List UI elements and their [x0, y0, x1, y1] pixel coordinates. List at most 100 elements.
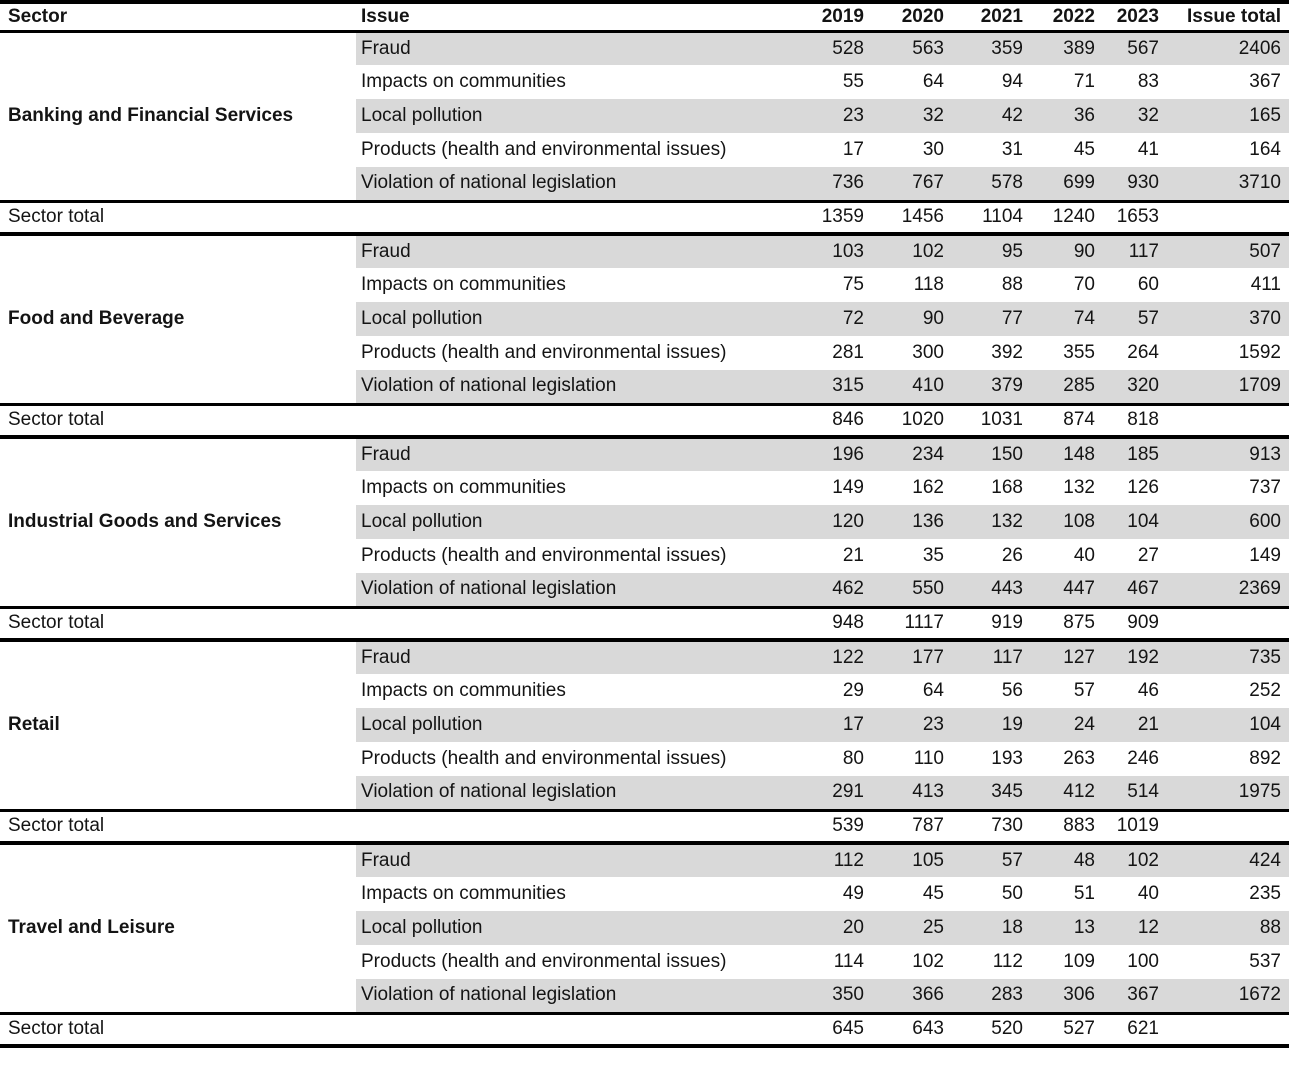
sector-total-label: Sector total [8, 409, 105, 431]
year-value-cell: 462 [780, 573, 866, 607]
year-value-cell: 23 [780, 99, 866, 133]
year-value-cell: 49 [842, 883, 864, 904]
sector-total-value: 818 [1127, 409, 1159, 431]
issue-row: Products (health and environmental issue… [0, 945, 1289, 979]
issue-total-cell: 1672 [1161, 979, 1289, 1013]
issue-total-cell: 735 [1161, 640, 1289, 674]
issue-row: Impacts on communities 49 45 50 51 40 235 [0, 877, 1289, 911]
sector-total-value: 730 [991, 815, 1023, 837]
year-value-cell: 112 [992, 951, 1023, 972]
year-value-cell: 57 [946, 843, 1025, 877]
issue-row: Products (health and environmental issue… [0, 742, 1289, 776]
year-value-cell: 23 [866, 708, 946, 742]
issue-label: Fraud [356, 640, 780, 674]
year-value-cell: 70 [1073, 274, 1095, 295]
sector-total-label: Sector total [8, 206, 105, 228]
issue-label: Impacts on communities [361, 71, 566, 92]
year-value-cell: 51 [1073, 883, 1095, 904]
column-header-sector: Sector [8, 5, 68, 27]
sector-total-empty-cell [1161, 1013, 1289, 1046]
year-value-cell: 103 [780, 234, 866, 268]
year-value-cell: 27 [1137, 545, 1159, 566]
year-value-cell: 32 [1097, 99, 1161, 133]
year-value-cell: 48 [1025, 843, 1097, 877]
year-value-cell: 64 [922, 680, 944, 701]
issue-label: Local pollution [356, 99, 780, 133]
issue-total-cell: 1709 [1161, 370, 1289, 404]
year-value-cell: 112 [780, 843, 866, 877]
sector-name: Retail [0, 640, 356, 810]
issue-label: Impacts on communities [361, 477, 566, 498]
sector-total-value: 846 [832, 409, 864, 431]
issue-total-cell: 3710 [1161, 167, 1289, 201]
year-value-cell: 102 [1097, 843, 1161, 877]
year-value-cell: 443 [946, 573, 1025, 607]
year-value-cell: 83 [1137, 71, 1159, 92]
sector-total-value: 1104 [982, 206, 1023, 228]
issue-total-cell: 537 [1249, 951, 1281, 972]
year-value-cell: 355 [1063, 342, 1095, 363]
year-value-cell: 122 [780, 640, 866, 674]
sector-total-value: 527 [1063, 1018, 1095, 1040]
year-value-cell: 306 [1025, 979, 1097, 1013]
issue-row: Food and Beverage Fraud 103 102 95 90 117 507 [0, 234, 1289, 404]
issue-total-cell: 88 [1161, 911, 1289, 945]
year-value-cell: 136 [866, 505, 946, 539]
year-value-cell: 21 [842, 545, 864, 566]
column-header-issue: Issue [361, 5, 410, 27]
sector-total-value: 874 [1063, 409, 1095, 431]
sector-total-value: 1019 [1116, 815, 1159, 837]
sector-name: Food and Beverage [0, 234, 356, 404]
year-value-cell: 120 [780, 505, 866, 539]
year-value-cell: 930 [1097, 167, 1161, 201]
year-value-cell: 315 [780, 370, 866, 404]
issue-label: Fraud [356, 437, 780, 471]
issue-row: Violation of national legislation 315 410 3… [0, 370, 1289, 404]
year-value-cell: 31 [1001, 139, 1023, 160]
issue-total-cell: 104 [1161, 708, 1289, 742]
year-value-cell: 168 [991, 477, 1023, 498]
sector-total-value: 643 [912, 1018, 944, 1040]
issue-row: Violation of national legislation 350 366 2… [0, 979, 1289, 1013]
year-value-cell: 17 [780, 708, 866, 742]
issue-total-cell: 737 [1249, 477, 1281, 498]
year-value-cell: 30 [922, 139, 944, 160]
year-value-cell: 21 [1097, 708, 1161, 742]
issue-total-cell: 252 [1249, 680, 1281, 701]
year-value-cell: 350 [780, 979, 866, 1013]
issue-label: Products (health and environmental issue… [361, 139, 727, 160]
issue-total-cell: 2406 [1161, 31, 1289, 65]
sector-total-empty-cell [1161, 810, 1289, 843]
year-value-cell: 367 [1097, 979, 1161, 1013]
issue-row: Impacts on communities 149 162 168 132 126 737 [0, 471, 1289, 505]
year-value-cell: 102 [866, 234, 946, 268]
issue-label: Fraud [356, 234, 780, 268]
year-value-cell: 563 [866, 31, 946, 65]
sector-total-value: 787 [912, 815, 944, 837]
issue-row: Banking and Financial Services Fraud 528 56… [0, 31, 1289, 201]
sector-total-value: 1117 [904, 612, 944, 634]
issue-row: Retail Fraud 122 177 117 127 192 735 [0, 640, 1289, 810]
issue-row: Local pollution 20 25 18 13 12 88 [0, 911, 1289, 945]
issue-label: Local pollution [356, 505, 780, 539]
year-value-cell: 412 [1025, 776, 1097, 810]
issue-label: Products (health and environmental issue… [361, 545, 727, 566]
year-value-cell: 578 [946, 167, 1025, 201]
year-value-cell: 379 [946, 370, 1025, 404]
year-value-cell: 74 [1025, 302, 1097, 336]
year-value-cell: 447 [1025, 573, 1097, 607]
year-value-cell: 25 [866, 911, 946, 945]
issue-total-cell: 913 [1161, 437, 1289, 471]
year-value-cell: 57 [1073, 680, 1095, 701]
year-value-cell: 90 [866, 302, 946, 336]
year-value-cell: 366 [866, 979, 946, 1013]
sector-total-label: Sector total [8, 815, 105, 837]
year-value-cell: 45 [922, 883, 944, 904]
year-value-cell: 117 [946, 640, 1025, 674]
year-value-cell: 413 [866, 776, 946, 810]
year-value-cell: 291 [780, 776, 866, 810]
year-value-cell: 410 [866, 370, 946, 404]
sector-total-value: 909 [1127, 612, 1159, 634]
sector-total-row: Sector total 948 1117 919 875 909 [0, 607, 1289, 640]
sector-total-value: 875 [1063, 612, 1095, 634]
